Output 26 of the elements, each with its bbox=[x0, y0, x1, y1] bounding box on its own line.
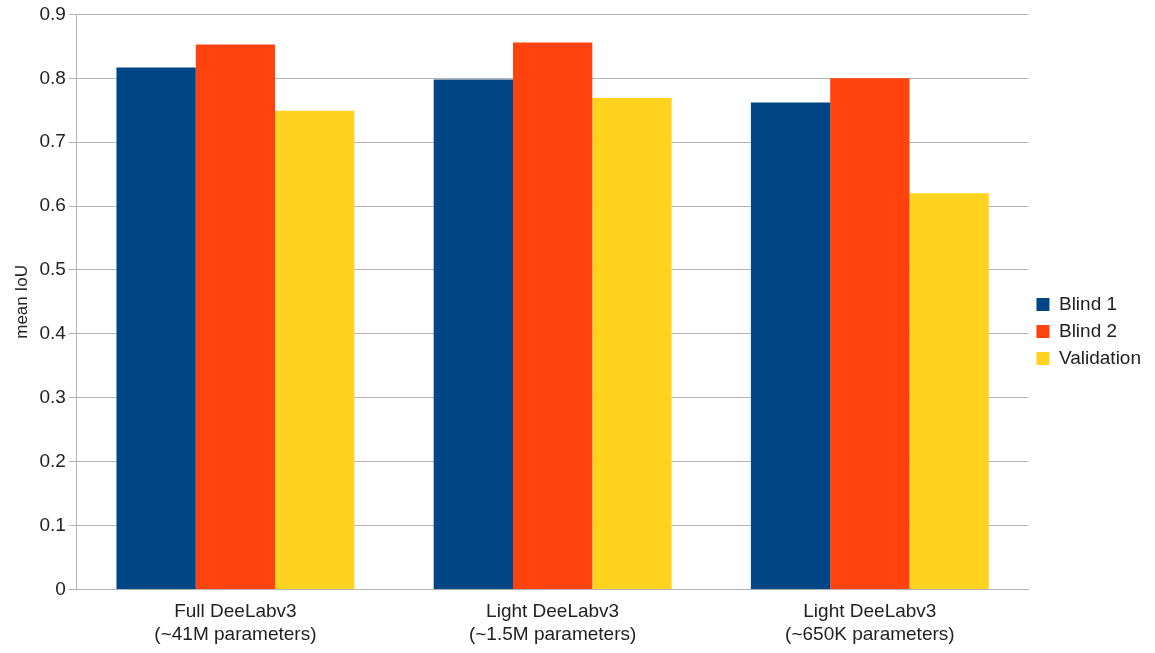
y-tick-label: 0.2 bbox=[39, 449, 66, 471]
y-axis-title: mean IoU bbox=[11, 265, 31, 339]
bar bbox=[592, 98, 672, 589]
x-tick-label: Light DeeLabv3 (~650K parameters) bbox=[785, 600, 955, 644]
y-tick-label: 0.9 bbox=[39, 2, 66, 24]
bar bbox=[909, 193, 989, 589]
bar bbox=[512, 42, 593, 589]
y-tick-label: 0 bbox=[55, 577, 66, 599]
legend-label: Blind 2 bbox=[1058, 319, 1118, 341]
bar bbox=[830, 78, 910, 589]
legend-label: Blind 1 bbox=[1058, 292, 1118, 314]
bar bbox=[116, 67, 196, 589]
y-tick-label: 0.6 bbox=[39, 194, 66, 216]
y-tick-label: 0.7 bbox=[39, 130, 66, 152]
y-tick-label: 0.3 bbox=[39, 385, 66, 407]
legend-label: Validation bbox=[1058, 346, 1142, 368]
y-tick-label: 0.8 bbox=[39, 66, 66, 88]
bar bbox=[275, 110, 355, 589]
bar bbox=[750, 102, 831, 589]
y-tick-label: 0.4 bbox=[39, 322, 67, 344]
y-tick-label: 0.5 bbox=[39, 258, 66, 280]
bar bbox=[195, 44, 276, 589]
bar bbox=[433, 79, 513, 589]
x-tick-label: Light DeeLabv3 (~1.5M parameters) bbox=[468, 600, 637, 644]
y-tick-label: 0.1 bbox=[39, 513, 66, 535]
x-tick-label: Full DeeLabv3 (~41M parameters) bbox=[154, 600, 317, 644]
